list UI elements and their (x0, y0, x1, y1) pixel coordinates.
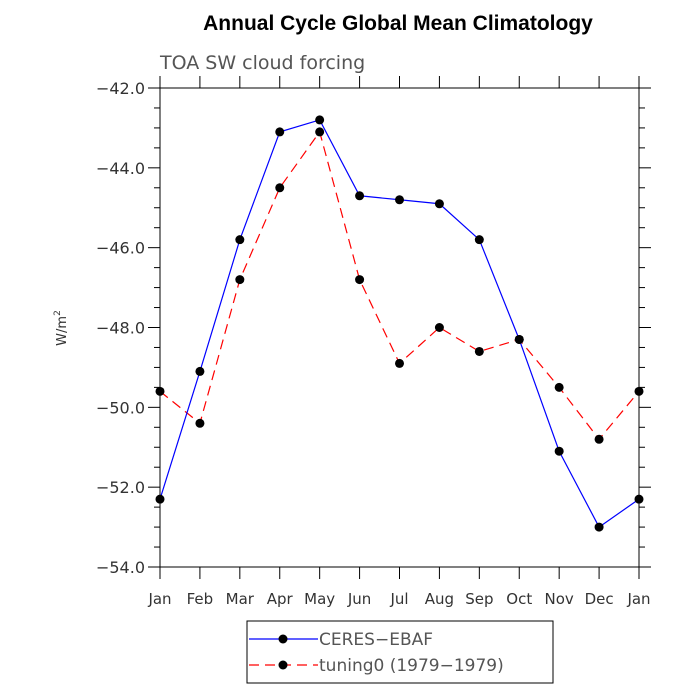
y-tick-label: −52.0 (96, 478, 145, 497)
data-point-series-0 (434, 199, 444, 209)
data-point-series-0 (235, 235, 245, 245)
data-point-series-1 (195, 418, 205, 428)
data-point-series-1 (634, 386, 644, 396)
data-point-series-1 (235, 275, 245, 285)
data-point-series-0 (634, 494, 644, 504)
data-point-series-0 (315, 115, 325, 125)
x-tick-label: Apr (267, 590, 294, 608)
y-tick-label: −54.0 (96, 558, 145, 577)
data-point-series-1 (155, 386, 165, 396)
chart-subtitle: TOA SW cloud forcing (159, 52, 365, 74)
series-line-1 (159, 130, 640, 441)
x-tick-label: Jul (389, 590, 408, 608)
data-point-series-0 (195, 366, 205, 376)
x-tick-label: Sep (465, 590, 493, 608)
y-tick-label: −50.0 (96, 398, 145, 417)
data-point-series-1 (554, 382, 564, 392)
data-point-series-0 (554, 446, 564, 456)
x-tick-label: Jan (626, 590, 650, 608)
legend-label-1: tuning0 (1979−1979) (319, 656, 504, 676)
legend: CERES−EBAF tuning0 (1979−1979) (246, 620, 554, 684)
y-axis-label-sup: 2 (53, 310, 63, 316)
data-point-series-0 (355, 191, 365, 201)
x-tick-label: Aug (425, 590, 454, 608)
data-point-series-0 (594, 522, 604, 532)
data-point-series-1 (395, 358, 404, 368)
data-point-series-0 (275, 127, 285, 137)
data-point-series-1 (315, 127, 325, 137)
plot-frame (159, 87, 640, 568)
x-tick-label: May (304, 590, 335, 608)
x-tick-label: Dec (585, 590, 614, 608)
plot-area: −54.0 −52.0 −50.0 −48.0 −46.0 −44.0 −42.0 Jan Fe… (96, 76, 651, 608)
data-point-series-0 (474, 235, 484, 245)
legend-swatch-marker-0 (278, 634, 288, 644)
series-line-0 (159, 119, 640, 528)
y-axis-label-text: W/m (55, 316, 70, 346)
y-tick-label: −48.0 (96, 319, 145, 338)
y-tick-label: −44.0 (96, 159, 145, 178)
y-axis-label: W/m2 (53, 310, 70, 346)
y-tick-label: −46.0 (96, 239, 145, 258)
x-tick-label: Jun (347, 590, 371, 608)
x-tick-label: Jan (147, 590, 171, 608)
data-point-series-1 (275, 183, 285, 193)
data-point-series-1 (355, 275, 365, 285)
data-point-series-0 (395, 195, 404, 205)
legend-swatch-marker-1 (278, 660, 288, 670)
x-tick-label: Nov (545, 590, 574, 608)
chart-title: Annual Cycle Global Mean Climatology (203, 12, 593, 35)
y-tick-label: −42.0 (96, 79, 145, 98)
data-point-series-1 (434, 323, 444, 332)
x-tick-label: Mar (226, 590, 255, 608)
data-point-series-0 (155, 494, 165, 504)
legend-box (246, 620, 554, 684)
legend-label-0: CERES−EBAF (319, 630, 433, 650)
x-tick-label: Feb (187, 590, 214, 608)
data-point-series-0 (514, 334, 524, 344)
data-point-series-1 (594, 434, 604, 444)
x-tick-label: Oct (506, 590, 532, 608)
data-point-series-1 (474, 346, 484, 356)
